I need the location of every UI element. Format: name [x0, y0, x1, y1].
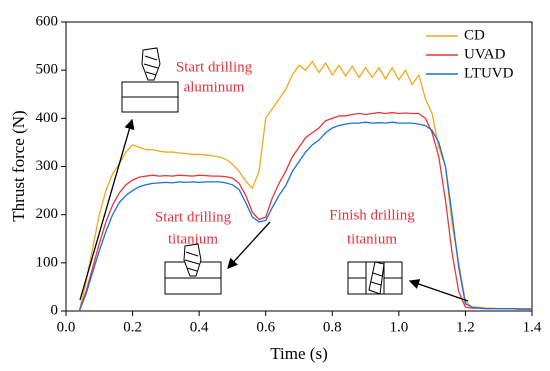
- x-tick-label: 1.2: [456, 319, 475, 335]
- icon-titanium-finish: [347, 261, 403, 295]
- y-tick-label: 300: [36, 158, 59, 174]
- y-tick-label: 100: [36, 254, 59, 270]
- annotation: Start drilling: [176, 59, 253, 75]
- annotation: aluminum: [184, 79, 245, 95]
- arrow: [408, 279, 469, 302]
- y-tick-label: 200: [36, 206, 59, 222]
- x-tick-label: 0.8: [323, 319, 342, 335]
- data-line: [78, 111, 532, 312]
- arrow: [79, 118, 135, 301]
- legend-label: CD: [464, 27, 485, 43]
- data-line: [78, 121, 532, 312]
- x-tick-label: 1.0: [389, 319, 408, 335]
- annotation: Start drilling: [155, 209, 232, 225]
- x-tick-label: 0.0: [57, 319, 76, 335]
- x-axis-title: Time (s): [270, 344, 327, 363]
- annotation: Finish drilling: [329, 207, 415, 223]
- x-tick-label: 0.6: [256, 319, 275, 335]
- x-tick-label: 0.4: [190, 319, 209, 335]
- y-axis-title: Thrust force (N): [9, 110, 28, 221]
- y-tick-label: 600: [36, 13, 59, 29]
- y-tick-label: 500: [36, 62, 59, 78]
- legend-label: UVAD: [464, 46, 506, 62]
- plot-area: [78, 60, 532, 312]
- icon-titanium-start: [164, 243, 222, 295]
- annotation: titanium: [168, 231, 218, 247]
- legend: CD UVAD LTUVD: [426, 27, 514, 81]
- arrow: [227, 221, 271, 269]
- y-tick-label: 0: [51, 302, 59, 318]
- x-tick-label: 1.4: [523, 319, 542, 335]
- legend-label: LTUVD: [464, 65, 514, 81]
- x-tick-label: 0.2: [123, 319, 142, 335]
- y-tick-label: 400: [36, 110, 59, 126]
- icon-aluminum: [121, 47, 179, 113]
- annotation: titanium: [347, 231, 397, 247]
